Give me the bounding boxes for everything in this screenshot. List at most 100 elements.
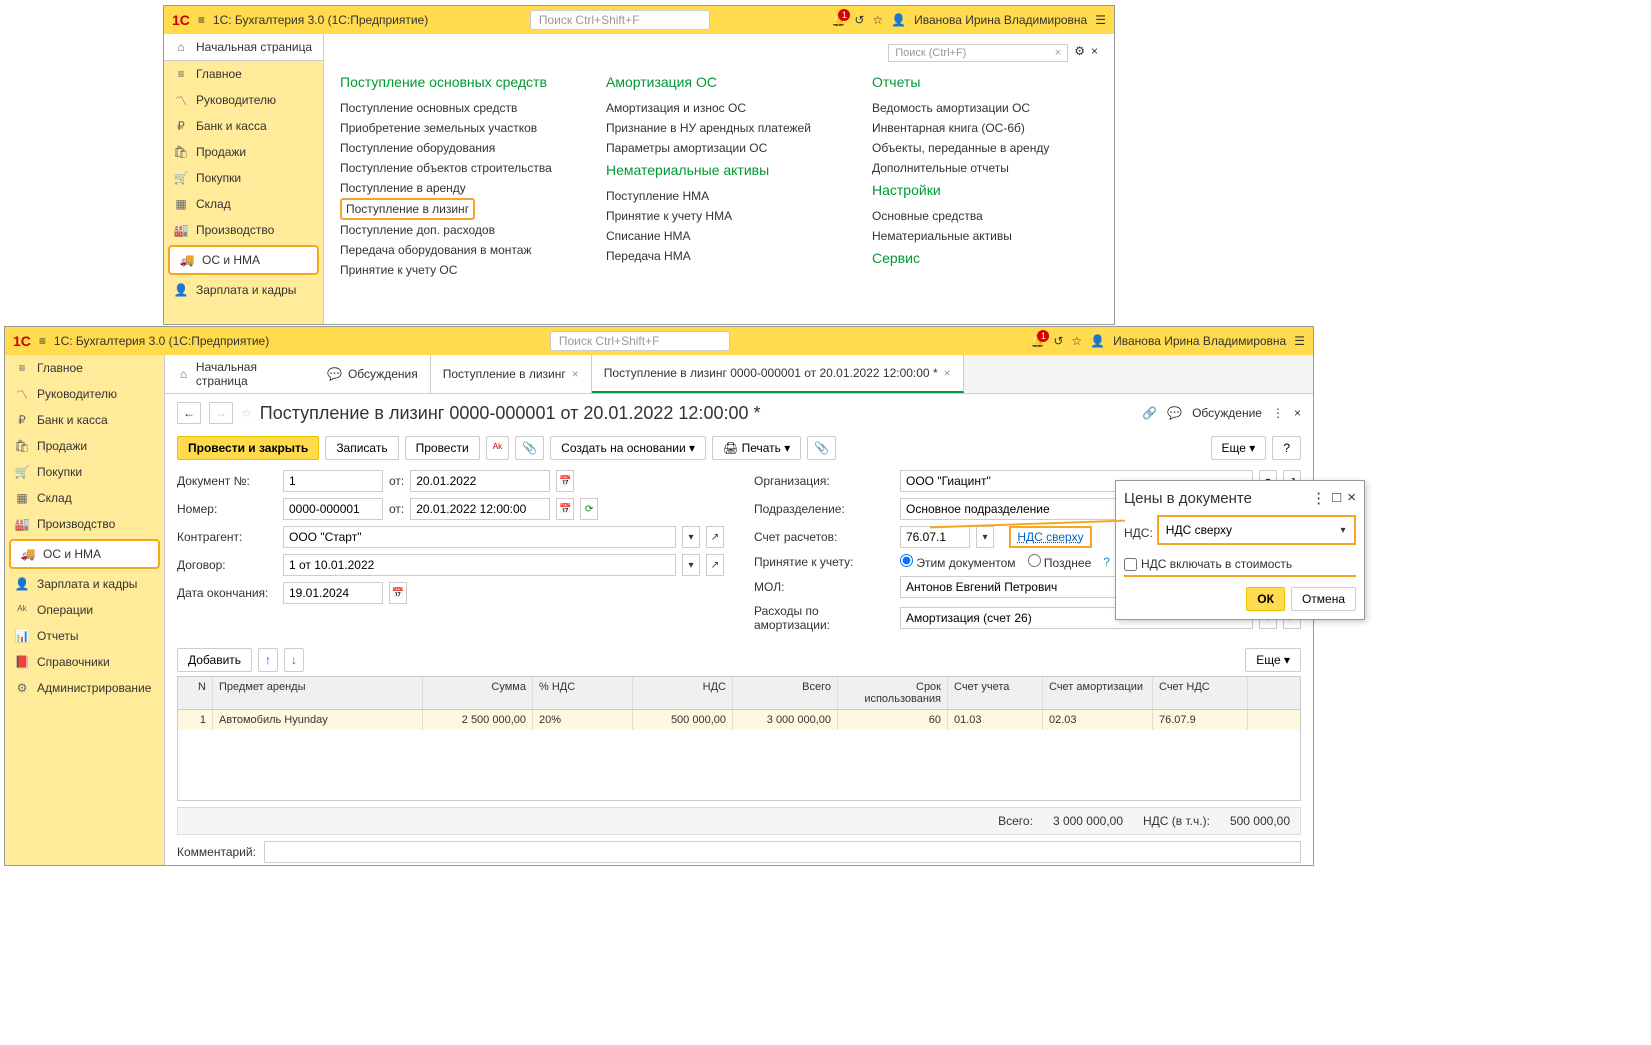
star-icon[interactable]: ☆ <box>872 13 883 27</box>
chat-icon[interactable]: 💬 <box>1167 406 1182 420</box>
bell-icon[interactable]: 🔔 <box>831 13 846 27</box>
search-input[interactable]: Поиск Ctrl+Shift+F <box>550 331 730 351</box>
sidebar-item[interactable]: 🛍Продажи <box>164 139 323 165</box>
post-button[interactable]: Провести <box>405 436 480 460</box>
sidebar-item-os-nma[interactable]: 🚚ОС и НМА <box>9 539 160 569</box>
sidebar-item[interactable]: 〽Руководителю <box>164 87 323 113</box>
dt-kt-button[interactable]: ᴬᵏ <box>486 436 510 460</box>
menu-link[interactable]: Основные средства <box>872 206 1098 226</box>
maximize-icon[interactable]: □ <box>1332 489 1341 507</box>
tab-leasing-list[interactable]: Поступление в лизинг× <box>431 355 592 393</box>
doc-no-input[interactable] <box>283 470 383 492</box>
cancel-button[interactable]: Отмена <box>1291 587 1356 611</box>
star-icon[interactable]: ☆ <box>1071 334 1082 348</box>
sidebar-item[interactable]: ₽Банк и касса <box>164 113 323 139</box>
menu-link[interactable]: Принятие к учету ОС <box>340 260 566 280</box>
calendar-icon[interactable]: 📅 <box>389 582 407 604</box>
vat-include-checkbox[interactable]: НДС включать в стоимость <box>1124 557 1356 577</box>
sidebar-item[interactable]: ≡Главное <box>164 61 323 87</box>
sidebar-home[interactable]: ⌂Начальная страница <box>164 34 323 61</box>
menu-link[interactable]: Поступление оборудования <box>340 138 566 158</box>
dropdown-icon[interactable]: ▾ <box>682 526 700 548</box>
sidebar-item[interactable]: ▦Склад <box>164 191 323 217</box>
add-button[interactable]: Добавить <box>177 648 252 672</box>
history-icon[interactable]: ↺ <box>1053 334 1063 348</box>
bell-icon[interactable]: 🔔 <box>1030 334 1045 348</box>
forward-button[interactable]: → <box>209 402 233 424</box>
close-icon[interactable]: × <box>1294 406 1301 420</box>
sidebar-item[interactable]: ⚙Администрирование <box>5 675 164 701</box>
menu-link[interactable]: Передача НМА <box>606 246 832 266</box>
menu-link[interactable]: Поступление доп. расходов <box>340 220 566 240</box>
menu-link[interactable]: Признание в НУ арендных платежей <box>606 118 832 138</box>
radio-this-doc[interactable]: Этим документом <box>900 554 1016 570</box>
contract-input[interactable] <box>283 554 676 576</box>
sidebar-item[interactable]: 〽Руководителю <box>5 381 164 407</box>
menu-link[interactable]: Поступление объектов строительства <box>340 158 566 178</box>
menu-icon[interactable]: ≡ <box>198 13 205 27</box>
more-icon[interactable]: ⋮ <box>1272 406 1284 420</box>
sidebar-home-tab[interactable]: ⌂Начальная страница <box>165 355 315 393</box>
move-up-button[interactable]: ↑ <box>258 648 278 672</box>
sidebar-item[interactable]: 🛍Продажи <box>5 433 164 459</box>
end-date-input[interactable] <box>283 582 383 604</box>
radio-later[interactable]: Позднее <box>1028 554 1092 570</box>
calendar-icon[interactable]: 📅 <box>556 470 574 492</box>
menu-link[interactable]: Дополнительные отчеты <box>872 158 1098 178</box>
sidebar-item[interactable]: 🛒Покупки <box>5 459 164 485</box>
menu-link-leasing[interactable]: Поступление в лизинг <box>340 198 475 220</box>
close-icon[interactable]: × <box>1347 489 1356 507</box>
sidebar-item[interactable]: ᴬᵏОперации <box>5 597 164 623</box>
menu-link[interactable]: Нематериальные активы <box>872 226 1098 246</box>
menu-link[interactable]: Принятие к учету НМА <box>606 206 832 226</box>
more-button[interactable]: Еще ▾ <box>1245 648 1301 672</box>
menu-link[interactable]: Поступление НМА <box>606 186 832 206</box>
doc-date-input[interactable] <box>410 470 550 492</box>
link-icon[interactable]: 🔗 <box>1142 406 1157 420</box>
menu-link[interactable]: Списание НМА <box>606 226 832 246</box>
menu-link[interactable]: Приобретение земельных участков <box>340 118 566 138</box>
contragent-input[interactable] <box>283 526 676 548</box>
menu-link[interactable]: Поступление основных средств <box>340 98 566 118</box>
back-button[interactable]: ← <box>177 402 201 424</box>
comment-input[interactable] <box>264 841 1301 863</box>
menu-link[interactable]: Ведомость амортизации ОС <box>872 98 1098 118</box>
dropdown-icon[interactable]: ▾ <box>682 554 700 576</box>
panel-search[interactable]: Поиск (Ctrl+F)× <box>888 44 1068 62</box>
star-icon[interactable]: ☆ <box>241 406 252 420</box>
table-row[interactable]: 1 Автомобиль Hyunday 2 500 000,00 20% 50… <box>178 710 1300 730</box>
num-date-input[interactable] <box>410 498 550 520</box>
more-button[interactable]: Еще ▾ <box>1211 436 1267 460</box>
close-icon[interactable]: × <box>572 367 579 381</box>
clip-button[interactable]: 📎 <box>807 436 836 460</box>
menu-link[interactable]: Инвентарная книга (ОС-6б) <box>872 118 1098 138</box>
menu-link[interactable]: Объекты, переданные в аренду <box>872 138 1098 158</box>
sidebar-item[interactable]: 🏭Производство <box>5 511 164 537</box>
close-icon[interactable]: × <box>1091 44 1098 62</box>
vat-link[interactable]: НДС сверху <box>1009 526 1091 548</box>
post-close-button[interactable]: Провести и закрыть <box>177 436 319 460</box>
sidebar-item[interactable]: 🛒Покупки <box>164 165 323 191</box>
tab-discuss[interactable]: 💬Обсуждения <box>315 355 431 393</box>
calendar-icon[interactable]: 📅 <box>556 498 574 520</box>
search-input[interactable]: Поиск Ctrl+Shift+F <box>530 10 710 30</box>
save-button[interactable]: Записать <box>325 436 398 460</box>
dropdown-icon[interactable]: ▾ <box>1334 519 1352 541</box>
sidebar-item[interactable]: 📊Отчеты <box>5 623 164 649</box>
account-input[interactable] <box>900 526 970 548</box>
create-based-button[interactable]: Создать на основании ▾ <box>550 436 706 460</box>
print-button[interactable]: 🖨 Печать ▾ <box>712 436 801 460</box>
sidebar-item[interactable]: 👤Зарплата и кадры <box>5 571 164 597</box>
sidebar-item-os-nma[interactable]: 🚚ОС и НМА <box>168 245 319 275</box>
history-icon[interactable]: ↺ <box>854 13 864 27</box>
more-icon[interactable]: ☰ <box>1095 13 1106 27</box>
vat-select[interactable] <box>1161 519 1334 541</box>
more-icon[interactable]: ☰ <box>1294 334 1305 348</box>
menu-link[interactable]: Амортизация и износ ОС <box>606 98 832 118</box>
menu-link[interactable]: Параметры амортизации ОС <box>606 138 832 158</box>
move-down-button[interactable]: ↓ <box>284 648 304 672</box>
help-icon[interactable]: ? <box>1103 555 1110 569</box>
sidebar-item[interactable]: ≡Главное <box>5 355 164 381</box>
sidebar-item[interactable]: ₽Банк и касса <box>5 407 164 433</box>
sidebar-item[interactable]: ▦Склад <box>5 485 164 511</box>
